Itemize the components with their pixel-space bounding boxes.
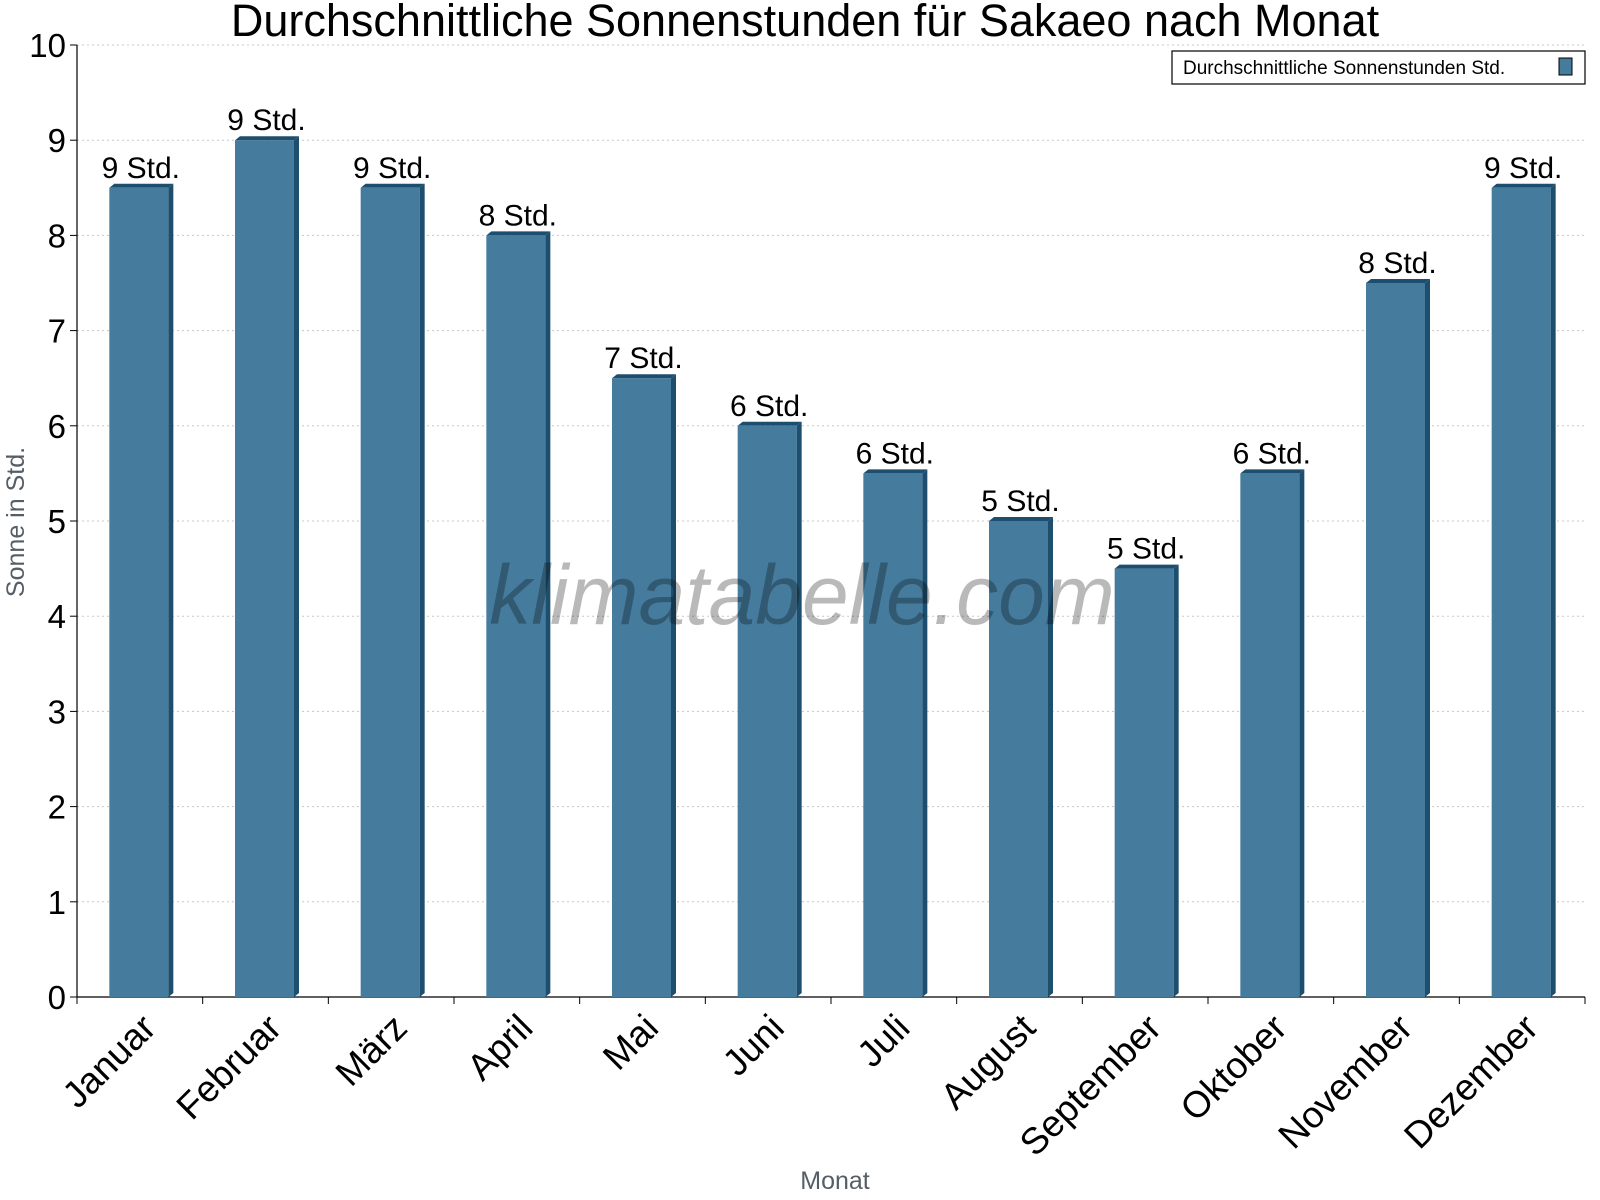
data-label: 6 Std. bbox=[1233, 437, 1311, 470]
data-label: 7 Std. bbox=[604, 342, 682, 375]
y-tick-label: 7 bbox=[48, 313, 66, 350]
bar-top bbox=[235, 136, 299, 141]
data-label: 8 Std. bbox=[479, 199, 557, 232]
bar-side bbox=[545, 231, 551, 997]
bar bbox=[612, 378, 671, 997]
bar bbox=[989, 521, 1048, 997]
data-label: 9 Std. bbox=[227, 104, 305, 137]
bar-top bbox=[360, 183, 425, 188]
x-tick-label: Februar bbox=[169, 1007, 290, 1128]
bar-side bbox=[1299, 469, 1305, 997]
bar bbox=[1491, 187, 1551, 998]
axes bbox=[70, 44, 1586, 1004]
y-tick-label: 5 bbox=[48, 503, 66, 540]
gridlines bbox=[77, 44, 1585, 903]
bar bbox=[863, 473, 923, 997]
y-tick-label: 2 bbox=[48, 789, 66, 826]
x-tick-label: Oktober bbox=[1172, 1007, 1294, 1129]
legend-swatch bbox=[1558, 57, 1573, 76]
legend: Durchschnittliche Sonnenstunden Std. bbox=[1171, 50, 1586, 85]
chart-title: Durchschnittliche Sonnenstunden für Saka… bbox=[231, 0, 1380, 46]
bar-side bbox=[1425, 279, 1430, 997]
x-tick-label: Juli bbox=[849, 1007, 917, 1075]
bar-juni bbox=[737, 421, 802, 997]
bar-november bbox=[1366, 279, 1430, 997]
bar-märz bbox=[360, 183, 425, 998]
y-tick-label: 9 bbox=[48, 122, 66, 159]
y-tick-label: 10 bbox=[29, 27, 66, 64]
bar-top bbox=[1366, 279, 1430, 283]
bar bbox=[235, 140, 294, 997]
bar-juli bbox=[863, 469, 928, 997]
legend-label: Durchschnittliche Sonnenstunden Std. bbox=[1183, 58, 1505, 79]
bar bbox=[1240, 473, 1300, 997]
bar-top bbox=[486, 231, 551, 236]
data-label: 9 Std. bbox=[102, 152, 180, 185]
bar-august bbox=[989, 517, 1053, 997]
y-axis-label: Sonne in Std. bbox=[2, 447, 30, 597]
bar-top bbox=[737, 421, 802, 426]
watermark: klimatabelle.com bbox=[489, 548, 1115, 642]
x-tick-label: August bbox=[933, 1006, 1044, 1117]
bar bbox=[1114, 568, 1174, 997]
bar-side bbox=[168, 183, 174, 998]
data-label: 5 Std. bbox=[1107, 533, 1185, 566]
bar-side bbox=[294, 136, 299, 997]
x-tick-label: Mai bbox=[595, 1007, 666, 1078]
bar-top bbox=[109, 183, 174, 188]
bar-top bbox=[1491, 183, 1556, 188]
y-tick-label: 4 bbox=[48, 598, 66, 635]
bar bbox=[486, 235, 546, 997]
bar-side bbox=[796, 421, 802, 997]
x-tick-label: Juni bbox=[715, 1007, 792, 1084]
x-tick-label: März bbox=[328, 1007, 415, 1094]
bar-side bbox=[671, 374, 676, 997]
data-label: 6 Std. bbox=[856, 437, 934, 470]
data-label: 9 Std. bbox=[1484, 152, 1562, 185]
data-label: 5 Std. bbox=[981, 485, 1059, 518]
bar bbox=[1366, 283, 1425, 997]
x-tick-labels: Januar Februar März April Mai Juni Juli AugustS… bbox=[54, 1006, 1545, 1163]
legend-box bbox=[1171, 50, 1586, 85]
bar-side bbox=[1550, 183, 1556, 998]
data-labels: 9 Std. 9 Std. 9 Std. 8 Std. 7 Std. 6 Std. 6 St… bbox=[102, 104, 1563, 565]
bar-september bbox=[1114, 564, 1179, 997]
data-label: 9 Std. bbox=[353, 152, 431, 185]
y-tick-label: 3 bbox=[48, 693, 66, 730]
bar-dezember bbox=[1491, 183, 1556, 998]
bar-top bbox=[612, 374, 676, 379]
y-tick-label: 0 bbox=[48, 979, 66, 1016]
bars bbox=[109, 136, 1556, 998]
bar-side bbox=[419, 183, 425, 998]
bar bbox=[360, 187, 420, 998]
bar bbox=[737, 425, 797, 997]
x-tick-label: Januar bbox=[54, 1007, 163, 1116]
x-tick-label: Dezember bbox=[1396, 1007, 1546, 1157]
bar-februar bbox=[235, 136, 299, 997]
y-tick-label: 6 bbox=[48, 408, 66, 445]
bar-oktober bbox=[1240, 469, 1305, 997]
bar-top bbox=[989, 517, 1053, 521]
x-tick-label: November bbox=[1270, 1007, 1420, 1157]
bar bbox=[109, 187, 169, 998]
bar-top bbox=[1240, 469, 1305, 474]
y-tick-labels: 0 1 2 3 4 5 6 7 8 9 10 bbox=[29, 27, 66, 1016]
bar-side bbox=[922, 469, 928, 997]
bar-top bbox=[863, 469, 928, 474]
data-label: 8 Std. bbox=[1358, 247, 1436, 280]
x-axis-label: Monat bbox=[800, 1167, 870, 1195]
y-tick-label: 8 bbox=[48, 217, 66, 254]
bar-mai bbox=[612, 374, 676, 997]
bar-januar bbox=[109, 183, 174, 998]
bar-side bbox=[1048, 517, 1053, 997]
bar-side bbox=[1173, 564, 1179, 997]
data-label: 6 Std. bbox=[730, 390, 808, 423]
x-tick-label: April bbox=[459, 1007, 540, 1088]
bar-top bbox=[1114, 564, 1179, 569]
bar-april bbox=[486, 231, 551, 997]
y-tick-label: 1 bbox=[48, 884, 66, 921]
